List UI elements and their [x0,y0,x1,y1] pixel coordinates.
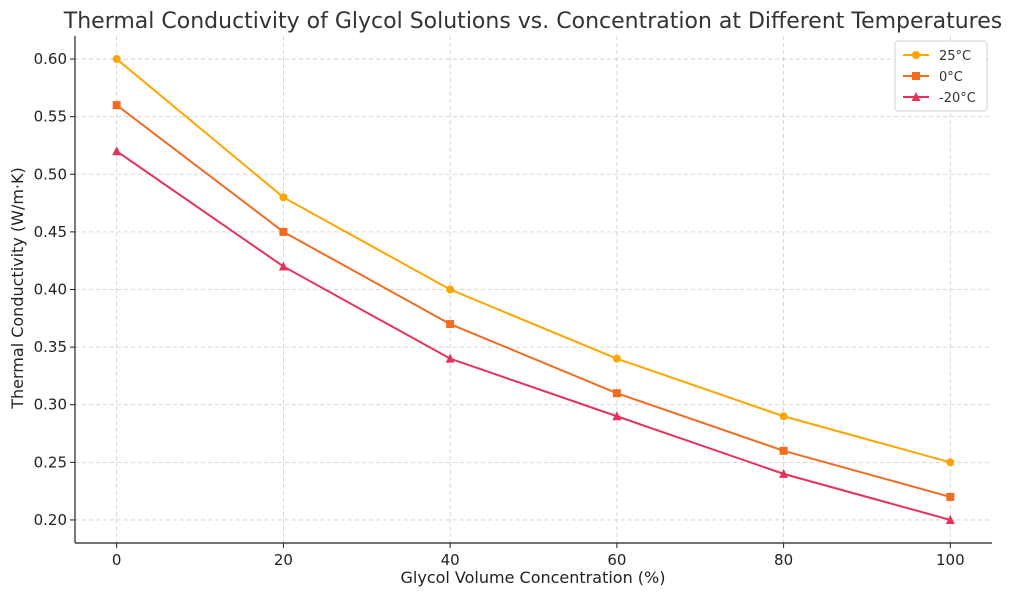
y-tick-label: 0.40 [34,281,67,299]
x-tick-label: 0 [112,551,122,569]
y-tick-label: 0.25 [34,453,67,471]
data-point [446,320,455,329]
x-tick-label: 60 [607,551,626,569]
data-point [279,227,288,236]
data-point [112,146,122,156]
x-tick-label: 100 [936,551,965,569]
series-line [116,104,951,498]
data-point [612,389,621,398]
y-tick-label: 0.35 [34,338,67,356]
legend-label: 0°C [939,70,963,85]
legend-box [894,40,988,112]
series-line [116,58,951,464]
data-point [112,55,121,64]
data-point [112,101,121,110]
y-axis-label: Thermal Conductivity (W/m·K) [8,167,27,410]
data-point [278,261,288,271]
legend-marker [912,72,920,80]
data-point [779,468,789,478]
data-point [612,411,622,421]
legend-label: -20°C [939,91,976,106]
legend-item: -20°C [903,91,976,106]
data-point [779,446,788,455]
data-point [446,285,455,294]
series-group [112,55,955,524]
y-tick-label: 0.45 [34,223,67,241]
x-tick-label: 40 [441,551,460,569]
series-line [116,150,951,521]
y-tick-label: 0.20 [34,511,67,529]
legend-item: 0°C [903,70,963,85]
x-tick-label: 80 [774,551,793,569]
y-tick-label: 0.55 [34,108,67,126]
legend: 25°C 0°C -20°C [894,40,988,112]
data-point [279,193,288,202]
series-0 [112,55,955,467]
data-point [612,354,621,363]
data-point [445,353,455,363]
y-tick-label: 0.30 [34,396,67,414]
chart-title: Thermal Conductivity of Glycol Solutions… [63,9,1002,34]
x-axis-label: Glycol Volume Concentration (%) [401,568,666,587]
grid [75,36,992,543]
y-tick-label: 0.50 [34,165,67,183]
data-point [946,458,955,467]
data-point [946,492,955,501]
series-1 [112,101,955,501]
y-tick-label: 0.60 [34,50,67,68]
series-2 [112,146,955,524]
legend-marker [911,92,921,101]
data-point [779,412,788,421]
legend-label: 25°C [939,49,971,64]
legend-item: 25°C [903,49,971,64]
data-point [945,514,955,524]
legend-marker [912,51,920,59]
x-tick-label: 20 [274,551,293,569]
ticks: 0 20 40 60 80 100 0.20 0.25 0.30 0.35 0.40 0.45 0.50… [34,50,965,569]
